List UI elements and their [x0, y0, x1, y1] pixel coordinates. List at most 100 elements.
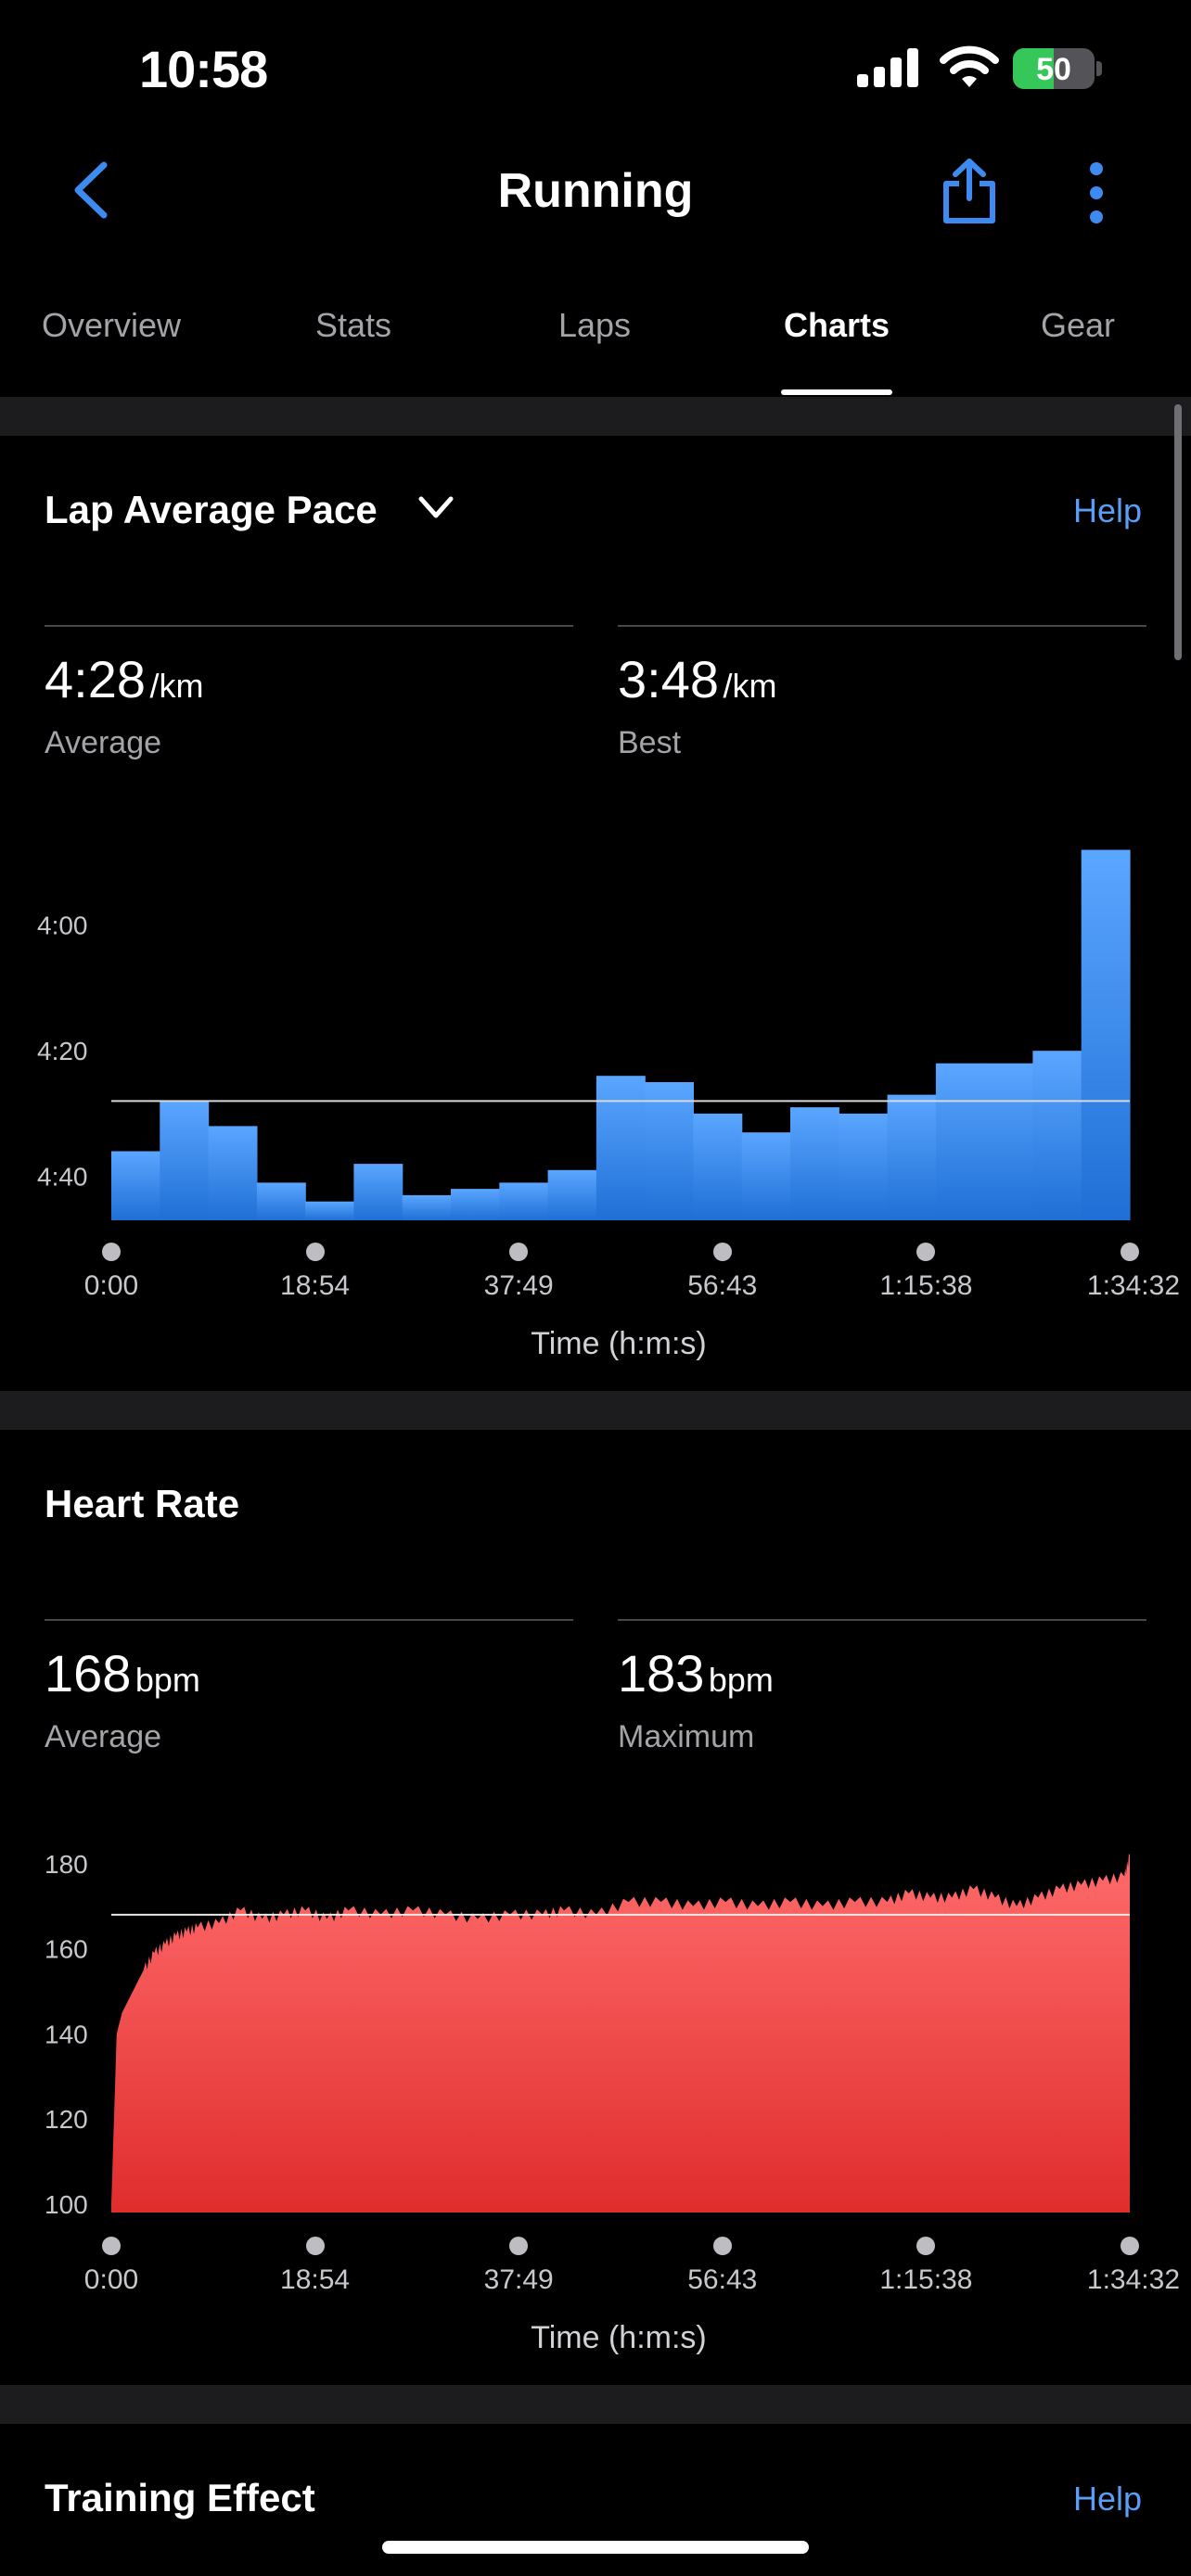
active-tab-indicator — [781, 389, 892, 395]
hr-max-label: Maximum — [618, 1719, 755, 1754]
section-divider — [0, 2385, 1191, 2424]
pace-bar — [693, 1113, 743, 1220]
hr-area-series — [111, 1853, 1130, 2213]
training-help-link[interactable]: Help — [1073, 2480, 1143, 2518]
pace-bar — [984, 1063, 1033, 1220]
pace-x-tick-label: 1:34:32 — [1086, 1270, 1180, 1301]
pace-bar — [208, 1126, 258, 1220]
pace-bar — [547, 1169, 597, 1220]
hr-average-label: Average — [45, 1719, 162, 1754]
hr-x-tick-marker[interactable] — [712, 2237, 732, 2255]
hr-x-tick-marker[interactable] — [305, 2237, 325, 2255]
pace-x-axis-title: Time (h:m:s) — [531, 1326, 707, 1361]
pace-bar — [256, 1182, 306, 1220]
scrollbar[interactable] — [1174, 404, 1182, 660]
pace-bar — [353, 1164, 403, 1220]
hr-max-value: 183 — [618, 1644, 705, 1702]
pace-x-tick-label: 18:54 — [280, 1270, 351, 1301]
hr-y-tick-label: 160 — [45, 1935, 88, 1964]
section-divider — [0, 397, 1191, 436]
battery-nub — [1096, 61, 1102, 76]
more-options-button[interactable] — [1076, 159, 1117, 226]
hr-x-tick-label: 18:54 — [280, 2264, 351, 2295]
pace-bar — [305, 1201, 354, 1220]
section-divider — [0, 1391, 1191, 1430]
share-button[interactable] — [937, 156, 1002, 226]
tab-stats[interactable]: Stats — [314, 306, 392, 344]
chevron-down-icon[interactable] — [416, 491, 456, 525]
pace-x-tick-label: 37:49 — [483, 1270, 554, 1301]
pace-best-label: Best — [618, 725, 682, 760]
pace-bar — [451, 1189, 500, 1220]
pace-bar — [839, 1113, 889, 1220]
pace-x-tick-marker[interactable] — [712, 1243, 732, 1261]
wifi-icon — [937, 45, 1002, 91]
hr-x-axis-title: Time (h:m:s) — [531, 2320, 707, 2355]
pace-x-tick-marker[interactable] — [1121, 1243, 1139, 1261]
status-time: 10:58 — [139, 40, 268, 98]
pace-average-value: 4:28 — [45, 650, 146, 708]
hr-x-tick-marker[interactable] — [916, 2237, 936, 2255]
share-icon — [943, 159, 995, 223]
tab-gear[interactable]: Gear — [1040, 306, 1116, 344]
battery-icon: 50 — [1013, 48, 1095, 89]
pace-bar — [111, 1151, 160, 1220]
pace-x-tick-marker[interactable] — [916, 1243, 936, 1261]
hr-average-value: 168 — [45, 1644, 132, 1702]
pace-best-value: 3:48 — [618, 650, 719, 708]
pace-average-unit: /km — [149, 667, 204, 705]
pace-bar — [645, 1082, 694, 1220]
pace-y-tick-label: 4:20 — [37, 1037, 88, 1065]
hr-x-tick-label: 56:43 — [687, 2264, 758, 2295]
pace-bar — [160, 1101, 210, 1220]
pace-chart[interactable]: 4:00 4:20 4:40 — [0, 0, 1191, 1391]
home-indicator[interactable] — [382, 2541, 809, 2554]
pace-bar — [741, 1132, 791, 1220]
hr-x-tick-marker[interactable] — [102, 2237, 121, 2255]
cellular-signal-icon — [855, 45, 922, 89]
pace-x-tick-marker[interactable] — [509, 1243, 529, 1261]
pace-x-tick-label: 1:15:38 — [879, 1270, 973, 1301]
pace-bar — [887, 1094, 937, 1220]
hr-x-tick-marker[interactable] — [1121, 2237, 1139, 2255]
hr-average-unit: bpm — [134, 1661, 200, 1699]
hr-chart[interactable]: 180 160 140 120 100 — [0, 1762, 1191, 2244]
pace-x-tick-label: 0:00 — [83, 1270, 139, 1301]
hr-x-tick-label: 1:34:32 — [1086, 2264, 1180, 2295]
pace-bar — [1032, 1051, 1082, 1220]
page-title: Running — [497, 164, 694, 218]
pace-y-tick-label: 4:00 — [37, 912, 88, 940]
pace-x-tick-marker[interactable] — [305, 1243, 325, 1261]
battery-level-text: 50 — [1036, 52, 1071, 87]
hr-x-tick-label: 37:49 — [483, 2264, 554, 2295]
stat-divider — [45, 1619, 573, 1621]
hr-x-tick-label: 1:15:38 — [879, 2264, 973, 2295]
pace-bar — [1081, 849, 1131, 1220]
hr-y-tick-label: 120 — [45, 2105, 88, 2134]
pace-x-tick-marker[interactable] — [102, 1243, 121, 1261]
hr-x-tick-label: 0:00 — [83, 2264, 139, 2295]
pace-help-link[interactable]: Help — [1073, 491, 1143, 529]
pace-x-tick-label: 56:43 — [687, 1270, 758, 1301]
tab-overview[interactable]: Overview — [41, 306, 182, 344]
training-effect-title: Training Effect — [45, 2476, 315, 2519]
hr-x-tick-marker[interactable] — [509, 2237, 529, 2255]
more-vertical-icon — [1090, 162, 1103, 223]
pace-bar — [596, 1076, 646, 1220]
pace-chart-title[interactable]: Lap Average Pace — [45, 488, 378, 531]
pace-bar — [402, 1194, 452, 1220]
hr-max-unit: bpm — [708, 1661, 774, 1699]
pace-best-unit: /km — [723, 667, 777, 705]
stat-divider — [45, 625, 573, 627]
pace-average-label: Average — [45, 725, 162, 760]
tab-laps[interactable]: Laps — [557, 306, 632, 344]
pace-bar — [935, 1063, 985, 1220]
pace-y-tick-label: 4:40 — [37, 1163, 88, 1192]
back-button[interactable] — [65, 158, 121, 223]
hr-y-tick-label: 100 — [45, 2190, 88, 2219]
hr-y-tick-label: 180 — [45, 1850, 88, 1879]
tab-charts[interactable]: Charts — [783, 306, 890, 344]
stat-divider — [618, 625, 1146, 627]
stat-divider — [618, 1619, 1146, 1621]
pace-bar — [499, 1182, 549, 1220]
